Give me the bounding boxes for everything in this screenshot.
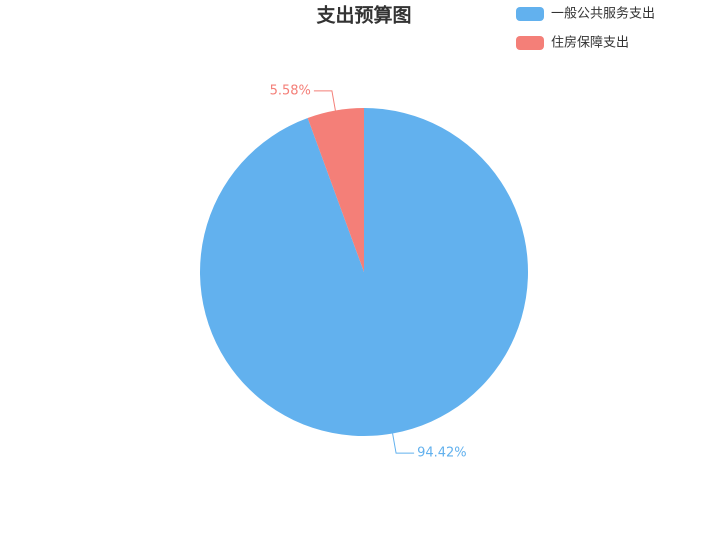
label-line [313, 90, 336, 111]
data-label: 94.42% [417, 446, 467, 461]
legend-label[interactable]: 一般公共服务支出 [551, 6, 655, 22]
legend-swatch[interactable] [516, 36, 544, 50]
data-label: 5.58% [270, 83, 311, 98]
chart-title: 支出预算图 [315, 4, 411, 27]
legend-label[interactable]: 住房保障支出 [551, 35, 629, 51]
label-line [392, 433, 415, 454]
pie-slice[interactable] [307, 108, 364, 272]
legend-swatch[interactable] [516, 7, 544, 21]
